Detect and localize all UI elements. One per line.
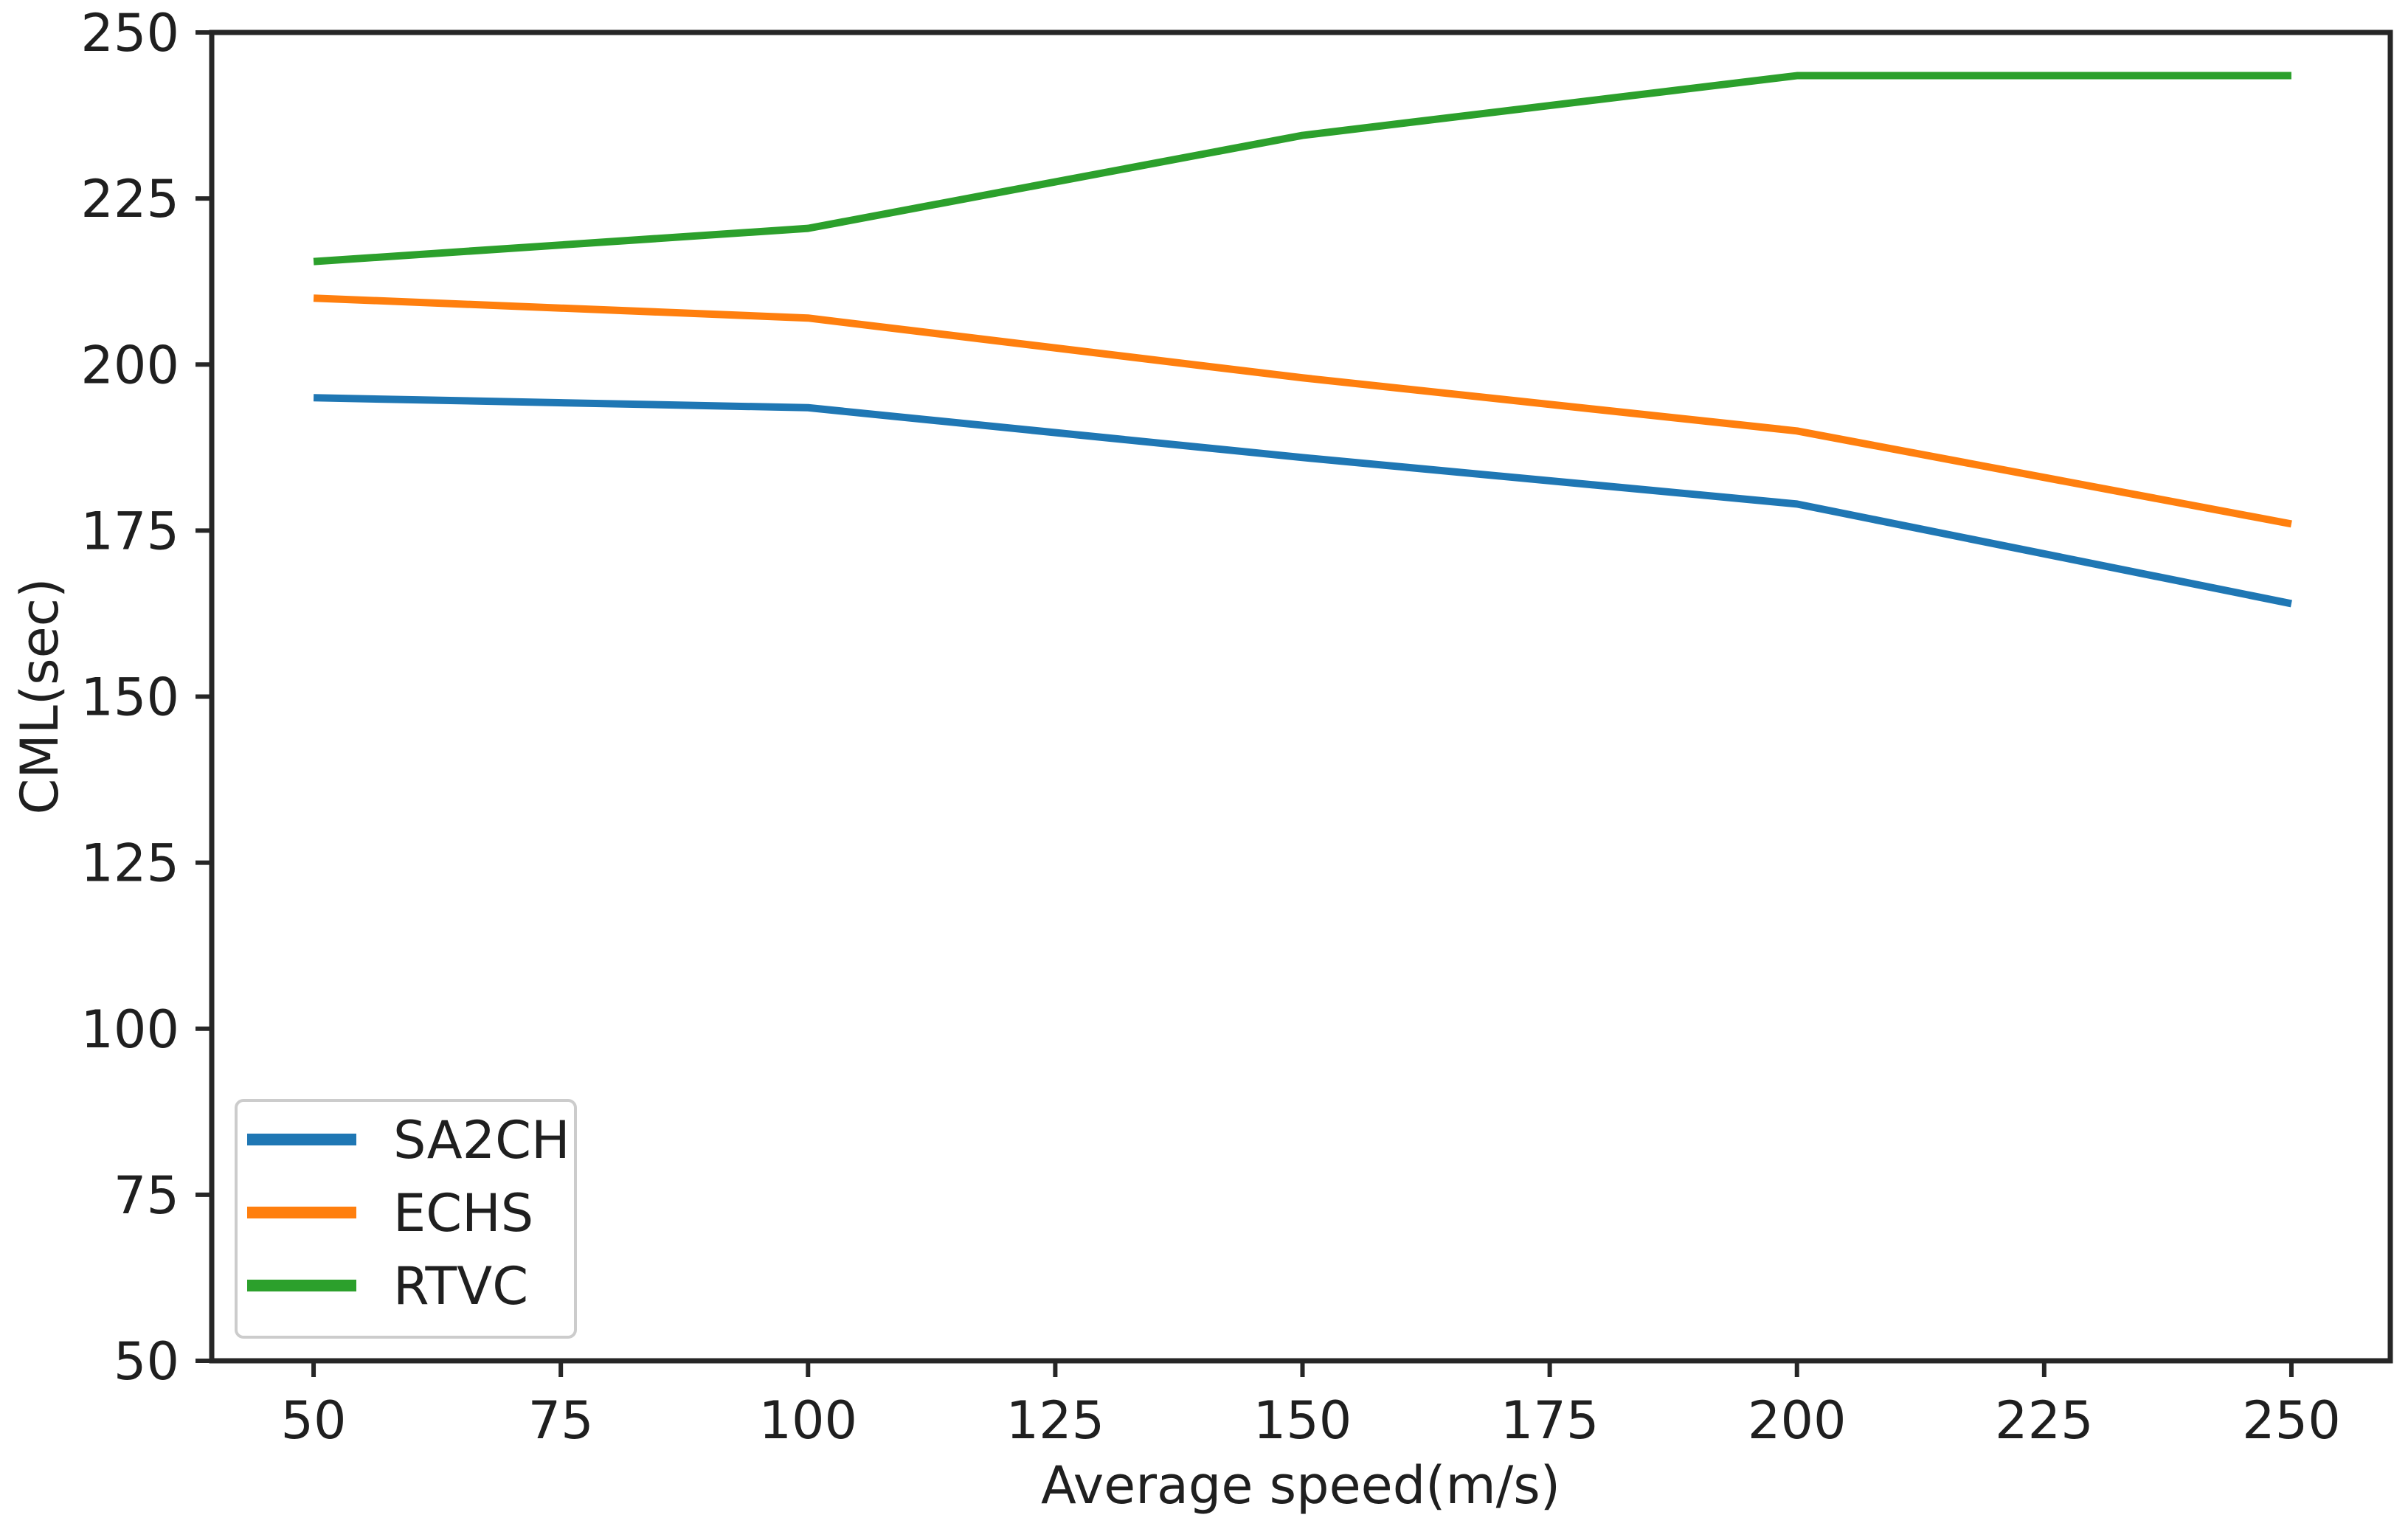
axis-ticks — [196, 30, 2294, 1377]
y-tick-label: 150 — [80, 667, 179, 728]
series-lines — [313, 72, 2292, 608]
x-axis-label: Average speed(m/s) — [1041, 1455, 1560, 1516]
y-tick-label: 50 — [114, 1331, 179, 1392]
series-line-rtvc — [313, 72, 2291, 266]
y-tick-label: 200 — [80, 335, 179, 395]
legend: SA2CH ECHS RTVC — [235, 1099, 577, 1339]
x-tick-label: 200 — [1748, 1390, 1847, 1451]
x-tick-label: 250 — [2242, 1390, 2341, 1451]
x-tick-label: 125 — [1006, 1390, 1105, 1451]
legend-box — [235, 1099, 577, 1339]
y-tick-label: 250 — [80, 3, 179, 63]
x-tick-label: 225 — [1995, 1390, 2094, 1451]
x-tick-label: 50 — [281, 1390, 347, 1451]
legend-label-echs: ECHS — [393, 1183, 533, 1244]
x-tick-label: 175 — [1501, 1390, 1599, 1451]
legend-label-rtvc: RTVC — [393, 1256, 528, 1317]
y-tick-label: 100 — [80, 999, 179, 1060]
y-tick-label: 75 — [114, 1165, 179, 1226]
y-tick-label: 175 — [80, 501, 179, 561]
y-tick-label: 125 — [80, 833, 179, 894]
y-axis-label: CML(sec) — [10, 578, 70, 815]
x-tick-label: 75 — [528, 1390, 594, 1451]
axis-tick-labels: 50 75 100 125 150 175 200 225 250 50 75 100 125 150 17… — [80, 3, 2340, 1451]
y-tick-label: 225 — [80, 169, 179, 229]
legend-label-sa2ch: SA2CH — [393, 1110, 570, 1170]
series-line-sa2ch — [313, 394, 2292, 608]
x-tick-label: 150 — [1253, 1390, 1352, 1451]
series-line-echs — [313, 294, 2292, 528]
x-tick-label: 100 — [758, 1390, 857, 1451]
